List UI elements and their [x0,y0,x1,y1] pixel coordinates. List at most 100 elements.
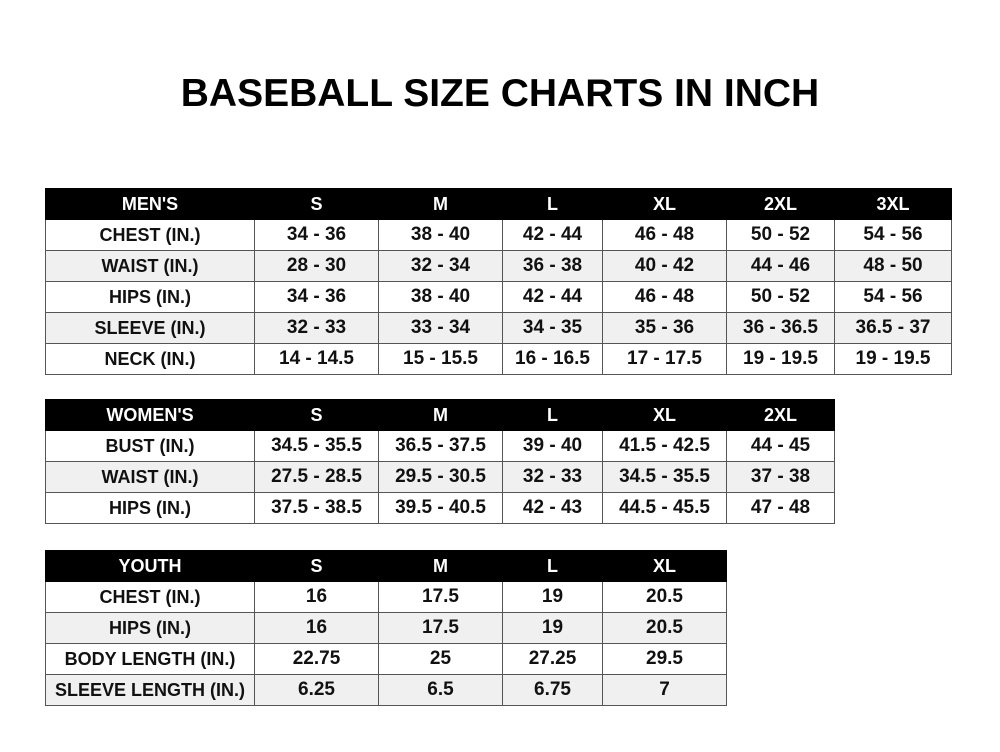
category-header: YOUTH [45,550,255,582]
size-header: L [502,188,603,220]
table-row: WAIST (IN.) 27.5 - 28.5 29.5 - 30.5 32 - 33… [45,461,835,493]
size-value: 34 - 36 [254,281,379,313]
size-value: 6.75 [502,674,603,706]
size-value: 29.5 [602,643,727,675]
size-value: 44.5 - 45.5 [602,492,727,524]
size-header: S [254,188,379,220]
size-header: S [254,399,379,431]
size-value: 20.5 [602,612,727,644]
size-value: 46 - 48 [602,219,727,251]
measurement-label: WAIST (IN.) [45,250,255,282]
measurement-label: CHEST (IN.) [45,581,255,613]
size-value: 41.5 - 42.5 [602,430,727,462]
size-header: XL [602,188,727,220]
size-value: 42 - 44 [502,219,603,251]
measurement-label: BODY LENGTH (IN.) [45,643,255,675]
size-value: 36 - 38 [502,250,603,282]
header-row: WOMEN'S S M L XL 2XL [45,399,835,431]
size-value: 44 - 46 [726,250,835,282]
size-value: 35 - 36 [602,312,727,344]
size-value: 46 - 48 [602,281,727,313]
table-row: BUST (IN.) 34.5 - 35.5 36.5 - 37.5 39 - 40 4… [45,430,835,462]
size-value: 40 - 42 [602,250,727,282]
size-value: 16 [254,612,379,644]
size-value: 34 - 36 [254,219,379,251]
size-value: 33 - 34 [378,312,503,344]
size-value: 44 - 45 [726,430,835,462]
table-row: BODY LENGTH (IN.) 22.75 25 27.25 29.5 [45,643,727,675]
measurement-label: WAIST (IN.) [45,461,255,493]
size-value: 42 - 43 [502,492,603,524]
size-header: M [378,188,503,220]
table-row: SLEEVE LENGTH (IN.) 6.25 6.5 6.75 7 [45,674,727,706]
size-value: 16 - 16.5 [502,343,603,375]
womens-size-table: WOMEN'S S M L XL 2XL BUST (IN.) 34.5 - 35.5 36.5… [45,399,835,524]
header-row: MEN'S S M L XL 2XL 3XL [45,188,952,220]
table-row: HIPS (IN.) 37.5 - 38.5 39.5 - 40.5 42 - 43 4… [45,492,835,524]
table-row: CHEST (IN.) 16 17.5 19 20.5 [45,581,727,613]
size-value: 54 - 56 [834,281,952,313]
table-row: SLEEVE (IN.) 32 - 33 33 - 34 34 - 35 35 - 36… [45,312,952,344]
size-value: 19 - 19.5 [834,343,952,375]
page-title: BASEBALL SIZE CHARTS IN INCH [180,72,820,115]
size-value: 16 [254,581,379,613]
table-row: HIPS (IN.) 34 - 36 38 - 40 42 - 44 46 - 48 50… [45,281,952,313]
size-value: 27.25 [502,643,603,675]
size-value: 32 - 33 [502,461,603,493]
measurement-label: SLEEVE LENGTH (IN.) [45,674,255,706]
size-value: 50 - 52 [726,219,835,251]
size-value: 7 [602,674,727,706]
size-header: 2XL [726,399,835,431]
size-value: 42 - 44 [502,281,603,313]
table-row: HIPS (IN.) 16 17.5 19 20.5 [45,612,727,644]
header-row: YOUTH S M L XL [45,550,727,582]
size-value: 34.5 - 35.5 [602,461,727,493]
size-value: 17.5 [378,612,503,644]
size-value: 36 - 36.5 [726,312,835,344]
size-value: 28 - 30 [254,250,379,282]
size-value: 17 - 17.5 [602,343,727,375]
youth-size-table: YOUTH S M L XL CHEST (IN.) 16 17.5 19 20.5 HIPS (I… [45,550,727,706]
size-value: 15 - 15.5 [378,343,503,375]
size-header: L [502,399,603,431]
size-value: 19 - 19.5 [726,343,835,375]
size-value: 36.5 - 37.5 [378,430,503,462]
size-value: 19 [502,581,603,613]
size-value: 6.25 [254,674,379,706]
size-header: 3XL [834,188,952,220]
size-value: 38 - 40 [378,281,503,313]
size-value: 32 - 33 [254,312,379,344]
size-header: XL [602,399,727,431]
size-value: 38 - 40 [378,219,503,251]
size-value: 17.5 [378,581,503,613]
size-value: 29.5 - 30.5 [378,461,503,493]
measurement-label: BUST (IN.) [45,430,255,462]
size-value: 37.5 - 38.5 [254,492,379,524]
size-value: 34 - 35 [502,312,603,344]
size-value: 54 - 56 [834,219,952,251]
table-row: NECK (IN.) 14 - 14.5 15 - 15.5 16 - 16.5 17 … [45,343,952,375]
size-header: M [378,399,503,431]
category-header: MEN'S [45,188,255,220]
size-header: M [378,550,503,582]
measurement-label: HIPS (IN.) [45,612,255,644]
size-value: 14 - 14.5 [254,343,379,375]
size-header: S [254,550,379,582]
table-row: CHEST (IN.) 34 - 36 38 - 40 42 - 44 46 - 48 5… [45,219,952,251]
measurement-label: SLEEVE (IN.) [45,312,255,344]
size-value: 36.5 - 37 [834,312,952,344]
size-value: 39.5 - 40.5 [378,492,503,524]
measurement-label: CHEST (IN.) [45,219,255,251]
size-value: 50 - 52 [726,281,835,313]
measurement-label: HIPS (IN.) [45,492,255,524]
size-value: 20.5 [602,581,727,613]
measurement-label: HIPS (IN.) [45,281,255,313]
size-header: L [502,550,603,582]
size-value: 25 [378,643,503,675]
mens-size-table: MEN'S S M L XL 2XL 3XL CHEST (IN.) 34 - 36 38 - 4… [45,188,952,375]
size-value: 34.5 - 35.5 [254,430,379,462]
size-value: 19 [502,612,603,644]
measurement-label: NECK (IN.) [45,343,255,375]
size-value: 39 - 40 [502,430,603,462]
size-value: 47 - 48 [726,492,835,524]
